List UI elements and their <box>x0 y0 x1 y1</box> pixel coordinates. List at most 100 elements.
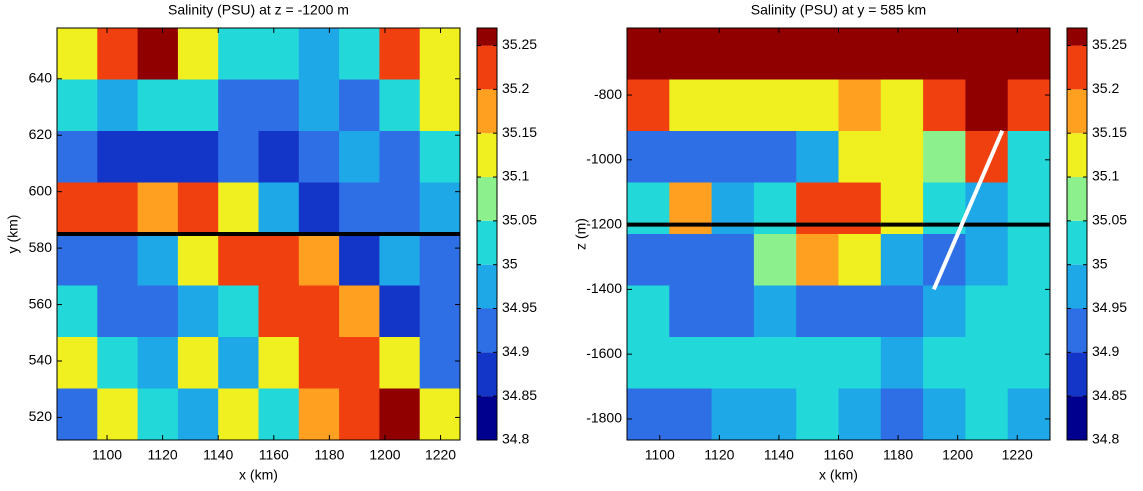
field-cell <box>137 337 179 389</box>
field-cell <box>796 28 839 80</box>
field-cell <box>379 79 421 132</box>
field-cell <box>298 182 340 235</box>
field-cell <box>627 285 670 338</box>
field-cell <box>177 388 219 441</box>
field-cell <box>965 234 1009 286</box>
field-cell <box>379 285 421 338</box>
colorbar-band <box>477 352 497 397</box>
field-cell <box>1007 79 1051 132</box>
y-tick-label: 520 <box>29 408 53 424</box>
field-cell <box>137 388 179 441</box>
chart-title: Salinity (PSU) at y = 585 km <box>751 2 926 18</box>
field-cell <box>339 79 380 132</box>
field-cell <box>669 285 713 338</box>
field-cell <box>298 337 340 389</box>
colorbar-tick-label: 35.25 <box>1092 36 1127 52</box>
y-tick-label: 540 <box>29 352 53 368</box>
field-cell <box>838 182 882 235</box>
x-tick-label: 1140 <box>764 447 794 463</box>
colorbar-frame <box>476 27 498 441</box>
field-cell <box>218 285 259 338</box>
field-cell <box>57 337 98 389</box>
x-tick-label: 1200 <box>369 447 400 463</box>
field-cell <box>258 234 300 286</box>
field-cell <box>669 79 713 132</box>
field-cell <box>753 388 797 441</box>
field-cell <box>218 79 259 132</box>
field-cell <box>419 388 461 441</box>
y-tick-label: -1000 <box>586 151 622 167</box>
field-cell <box>923 79 966 132</box>
y-tick-label: -1200 <box>586 215 622 231</box>
colorbar-tick-label: 35.15 <box>1092 124 1127 140</box>
field-cell <box>923 285 966 338</box>
colorbar-tick-label: 35.15 <box>502 124 537 140</box>
field-cell <box>97 234 139 286</box>
field-cell <box>339 337 380 389</box>
field-cell <box>796 285 839 338</box>
field-cell <box>57 28 98 80</box>
field-cell <box>711 337 755 389</box>
field-cell <box>298 234 340 286</box>
colorbar-tick-label: 35.1 <box>502 168 529 184</box>
field-cell <box>379 28 421 80</box>
x-tick-label: 1160 <box>823 447 853 463</box>
field-cell <box>137 79 179 132</box>
field-cell <box>880 388 924 441</box>
colorbar-band <box>477 45 497 90</box>
y-tick-label: -1600 <box>586 345 622 361</box>
colorbar-tick-label: 35 <box>1092 255 1108 271</box>
plot-area <box>57 28 461 441</box>
field-cell <box>627 182 670 235</box>
field-cell <box>711 28 755 80</box>
x-tick-label: 1140 <box>203 447 233 463</box>
field-cell <box>339 28 380 80</box>
field-cell <box>218 337 259 389</box>
colorbar-band <box>1067 89 1087 134</box>
colorbar-band <box>477 177 497 221</box>
colorbar-band <box>1067 28 1087 46</box>
colorbar-tick-label: 34.9 <box>1092 343 1119 359</box>
field-cell <box>880 131 924 183</box>
field-cell <box>258 388 300 441</box>
plot-area <box>627 28 1051 441</box>
colorbar-tick-label: 35.2 <box>502 80 529 96</box>
axes-frame <box>56 27 461 441</box>
field-cell <box>627 28 670 80</box>
x-tick-label: 1100 <box>92 447 122 463</box>
field-cell <box>796 388 839 441</box>
field-cell <box>753 234 797 286</box>
field-cell <box>753 79 797 132</box>
field-cell <box>753 337 797 389</box>
field-cell <box>753 131 797 183</box>
field-cell <box>218 234 259 286</box>
y-tick-label: 600 <box>29 182 53 198</box>
field-cell <box>97 28 139 80</box>
field-cell <box>880 28 924 80</box>
field-cell <box>57 182 98 235</box>
field-cell <box>923 131 966 183</box>
colorbar-band <box>1067 45 1087 90</box>
field-cell <box>965 28 1009 80</box>
field-cell <box>137 28 179 80</box>
field-cell <box>753 182 797 235</box>
colorbar-tick-label: 35 <box>502 255 518 271</box>
field-cell <box>57 285 98 338</box>
field-cell <box>838 28 882 80</box>
colorbar-tick-label: 34.9 <box>502 343 529 359</box>
field-cell <box>627 234 670 286</box>
x-tick-label: 1160 <box>259 447 289 463</box>
field-cell <box>965 285 1009 338</box>
y-tick-label: -1400 <box>586 280 622 296</box>
colorbar-tick-label: 34.8 <box>1092 431 1119 447</box>
field-cell <box>137 182 179 235</box>
field-cell <box>965 337 1009 389</box>
colorbar-tick-label: 34.95 <box>1092 299 1127 315</box>
field-cell <box>177 234 219 286</box>
colorbar-band <box>1067 352 1087 397</box>
field-cell <box>258 337 300 389</box>
colorbar-tick-label: 34.8 <box>502 431 529 447</box>
field-cell <box>258 285 300 338</box>
field-cell <box>965 182 1009 235</box>
field-cell <box>177 285 219 338</box>
